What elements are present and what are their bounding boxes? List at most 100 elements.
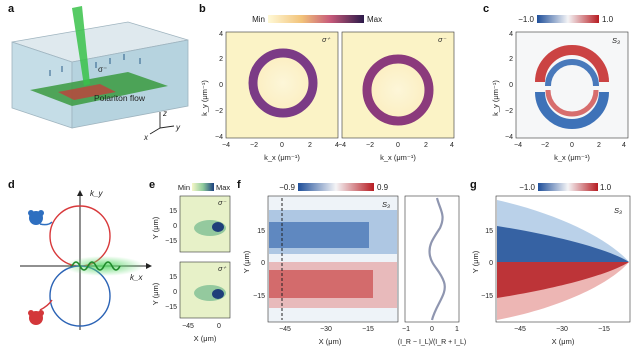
f-side-xtick-0: −1 [402, 326, 410, 333]
axis-x: x [143, 133, 149, 142]
panel-f-ylabel: Y (μm) [242, 250, 251, 273]
panel-b: b Min Max σ⁺ σ⁻ 4 2 0 −2 −4 k_y (μm⁻¹) −… [199, 3, 455, 162]
e-ytick-t2: −15 [165, 238, 177, 245]
panel-f-label: f [237, 179, 241, 191]
c-ytick-1: 2 [509, 56, 513, 63]
b-xtick-l4: 4 [335, 142, 339, 149]
g-xtick-0: −45 [514, 326, 526, 333]
f-ytick-2: −15 [253, 293, 265, 300]
panel-f-colorbar [298, 183, 374, 191]
f-side-xtick-2: 1 [455, 326, 459, 333]
c-xtick-3: 2 [597, 142, 601, 149]
axis-z: z [162, 109, 167, 118]
b-ytick-1: 2 [219, 56, 223, 63]
panel-b-cbar-min: Min [252, 15, 265, 24]
e-ytick-b2: −15 [165, 304, 177, 311]
panel-g-ylabel: Y (μm) [471, 250, 480, 273]
b-ytick-0: 4 [219, 31, 223, 38]
panel-d-label: d [8, 179, 15, 191]
panel-e-ylabel-bottom: Y (μm) [151, 282, 160, 305]
panel-g-xlabel: X (μm) [552, 337, 575, 346]
panel-b-xlabel-right: k_x (μm⁻¹) [380, 153, 416, 162]
b-xtick-l2: 0 [280, 142, 284, 149]
panel-a-label: a [8, 3, 15, 15]
c-ytick-3: −2 [505, 108, 513, 115]
panel-e-pol-bottom: σ⁺ [218, 266, 227, 273]
panel-e-xlabel: X (μm) [194, 334, 217, 343]
b-ytick-4: −4 [215, 134, 223, 141]
panel-d-ky: k_y [90, 189, 103, 198]
f-xtick-0: −45 [279, 326, 291, 333]
panel-f-xlabel: X (μm) [319, 337, 342, 346]
f-xtick-1: −30 [320, 326, 332, 333]
panel-g-label: g [470, 179, 477, 191]
b-xtick-r3: 2 [424, 142, 428, 149]
g-xtick-1: −30 [556, 326, 568, 333]
panel-g: g −1.0 1.0 S₃ 15 0 −15 Y (μm) −45 −30 −1… [470, 179, 631, 346]
b-xtick-r4: 4 [450, 142, 454, 149]
g-xtick-2: −15 [598, 326, 610, 333]
c-xtick-1: −2 [541, 142, 549, 149]
b-ytick-3: −2 [215, 108, 223, 115]
panel-b-pol-right: σ⁻ [438, 37, 447, 44]
g-ytick-2: −15 [481, 293, 493, 300]
b-xtick-l1: −2 [250, 142, 258, 149]
panel-f-side-xlabel: (I_R − I_L)/(I_R + I_L) [398, 339, 466, 346]
panel-e: e Min Max σ⁻ σ⁺ 15 0 −15 15 0 −15 Y (μm)… [149, 179, 230, 343]
panel-b-ring-left [248, 48, 318, 118]
panel-f: f −0.9 0.9 S₃ 15 0 −15 Y (μm) −45 −30 −1… [237, 179, 466, 346]
c-xtick-2: 0 [570, 142, 574, 149]
e-ytick-b0: 15 [169, 274, 177, 281]
panel-e-pol-top: σ⁻ [218, 200, 227, 207]
b-xtick-r1: −2 [366, 142, 374, 149]
e-ytick-t1: 0 [173, 223, 177, 230]
f-xtick-2: −15 [362, 326, 374, 333]
panel-g-cbar-min: −1.0 [519, 183, 535, 192]
panel-b-ring-right [362, 54, 434, 126]
panel-f-cbar-max: 0.9 [377, 183, 389, 192]
panel-c-cbar-min: −1.0 [518, 15, 534, 24]
g-ytick-0: 15 [485, 228, 493, 235]
f-side-xtick-1: 0 [430, 326, 434, 333]
panel-g-s3: S₃ [614, 206, 622, 215]
c-ytick-4: −4 [505, 134, 513, 141]
panel-f-s3: S₃ [382, 200, 390, 209]
panel-c: c −1.0 1.0 S₃ 4 2 0 −2 −4 k_y (μm⁻¹) −4 … [483, 3, 629, 162]
panel-g-cbar-max: 1.0 [600, 183, 612, 192]
e-ytick-t0: 15 [169, 208, 177, 215]
polariton-flow-text: Polariton flow [94, 93, 146, 103]
e-ytick-b1: 0 [173, 289, 177, 296]
panel-c-cbar-max: 1.0 [602, 15, 614, 24]
c-ytick-2: 0 [509, 82, 513, 89]
b-xtick-l0: −4 [222, 142, 230, 149]
panel-a: a σ⁻ Polariton flow z x y [8, 3, 189, 142]
blue-devil-icon [28, 210, 53, 226]
red-devil-icon [28, 299, 53, 325]
panel-b-cbar-max: Max [367, 15, 382, 24]
panel-e-ylabel-top: Y (μm) [151, 216, 160, 239]
panel-c-ylabel: k_y (μm⁻¹) [491, 80, 500, 116]
panel-e-colorbar [192, 183, 214, 191]
panel-e-cbar-max: Max [216, 183, 230, 192]
c-xtick-0: −4 [514, 142, 522, 149]
b-ytick-2: 0 [219, 82, 223, 89]
panel-b-ylabel: k_y (μm⁻¹) [200, 80, 209, 116]
panel-c-colorbar [537, 15, 599, 23]
panel-b-pol-left: σ⁺ [322, 37, 331, 44]
f-ytick-1: 0 [261, 260, 265, 267]
panel-c-xlabel: k_x (μm⁻¹) [554, 153, 590, 162]
axis-y: y [175, 123, 181, 132]
b-xtick-r0: −4 [338, 142, 346, 149]
panel-b-label: b [199, 3, 206, 15]
c-xtick-4: 4 [622, 142, 626, 149]
panel-f-cbar-min: −0.9 [279, 183, 295, 192]
panel-d-kx: k_x [130, 273, 143, 282]
e-xtick-0: −45 [182, 323, 194, 330]
panel-c-s3: S₃ [612, 36, 620, 45]
e-xtick-1: 0 [217, 323, 221, 330]
c-ytick-0: 4 [509, 31, 513, 38]
b-xtick-r2: 0 [396, 142, 400, 149]
g-ytick-1: 0 [489, 260, 493, 267]
panel-c-label: c [483, 3, 489, 15]
